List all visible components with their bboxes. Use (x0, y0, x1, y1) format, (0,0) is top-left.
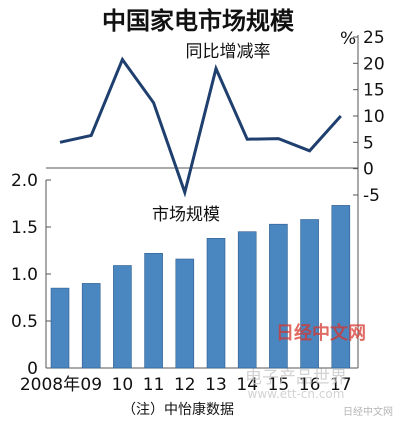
right-y-ticks: 25 20 15 10 5 0 -5 (353, 28, 385, 206)
site-watermark-url: www.ett-cn.com (248, 387, 345, 401)
brand-watermark: 日经中文网 (276, 322, 366, 344)
bar-11 (144, 253, 163, 369)
growth-rate-label: 同比增减率 (186, 42, 271, 62)
bar-14 (237, 231, 257, 369)
right-tick-label: 10 (363, 107, 385, 127)
x-tick-label: 15 (268, 375, 290, 395)
source-note: （注）中怡康数据 (122, 401, 234, 418)
x-tick-label: 12 (174, 375, 196, 395)
left-y-ticks: 2.0 1.5 1.0 0.5 0 (11, 171, 51, 379)
left-tick-label: 0 (27, 359, 38, 379)
left-tick-label: 0.5 (11, 312, 38, 332)
right-tick-label: 20 (363, 54, 385, 74)
right-tick-label: 0 (363, 160, 374, 180)
line-series (59, 56, 342, 198)
percent-unit-label: % (340, 29, 356, 49)
x-tick-label: 10 (112, 375, 134, 395)
right-tick-label: 25 (363, 28, 385, 48)
x-tick-label: 17 (330, 375, 352, 395)
bar-2008年 (50, 287, 70, 369)
right-tick-label: -5 (363, 186, 380, 206)
bar-12 (175, 258, 195, 369)
right-tick-label: 15 (363, 81, 385, 101)
bar-13 (206, 238, 226, 369)
bar-09 (81, 283, 101, 369)
bar-10 (113, 265, 132, 369)
bar-17 (331, 205, 351, 369)
weibo-watermark: 日经中文网 (343, 405, 393, 418)
market-size-label: 市场规模 (152, 205, 220, 225)
x-tick-label: 11 (143, 375, 165, 395)
x-tick-label: 14 (236, 375, 258, 395)
bar-series (50, 205, 351, 369)
left-tick-label: 1.0 (11, 265, 38, 285)
bar-15 (269, 223, 288, 369)
x-ticks: 2008年 09 10 11 12 13 14 15 16 17 (20, 375, 352, 395)
x-tick-label: 16 (299, 375, 321, 395)
x-tick-label: 13 (205, 375, 227, 395)
site-watermark-cn: 电子产品世界 (245, 368, 347, 388)
left-tick-label: 1.5 (11, 218, 38, 238)
x-tick-label: 2008年 (20, 375, 80, 395)
x-tick-label: 09 (80, 375, 102, 395)
left-tick-label: 2.0 (11, 171, 38, 191)
right-tick-label: 5 (363, 133, 374, 153)
growth-rate-line (59, 56, 342, 198)
bar-16 (300, 219, 319, 369)
chart-title: 中国家电市场规模 (102, 7, 295, 35)
